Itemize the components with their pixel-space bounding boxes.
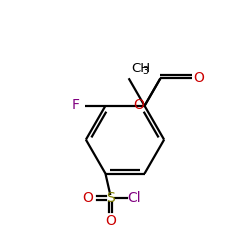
Text: F: F (72, 98, 80, 112)
Text: S: S (106, 191, 115, 205)
Text: Cl: Cl (127, 191, 140, 205)
Text: 3: 3 (142, 66, 148, 76)
Text: O: O (105, 214, 116, 228)
Text: O: O (193, 71, 204, 85)
Text: O: O (82, 191, 93, 205)
Text: CH: CH (131, 62, 150, 74)
Text: O: O (134, 98, 144, 112)
